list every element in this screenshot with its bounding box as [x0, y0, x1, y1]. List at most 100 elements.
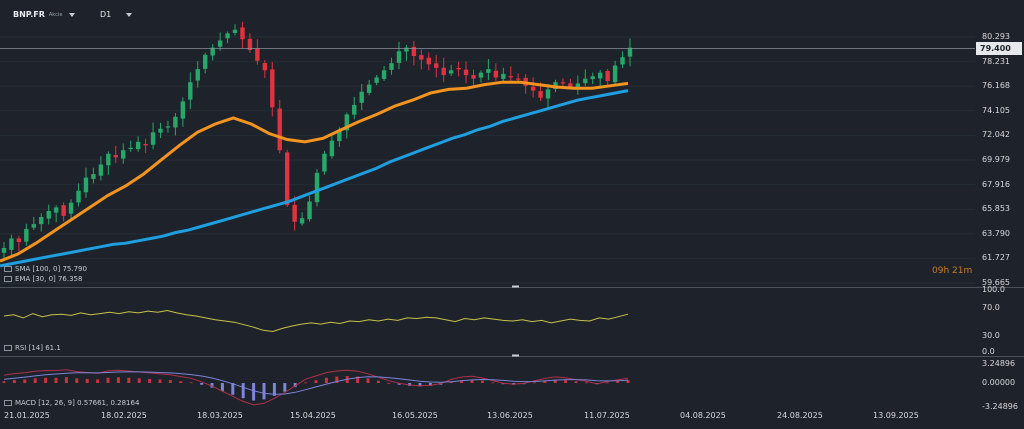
bullish-candle: [404, 47, 409, 52]
settings-icon[interactable]: [4, 345, 12, 351]
bearish-candle: [270, 69, 275, 108]
macd-histogram-bar: [137, 378, 141, 383]
chevron-down-icon: [126, 12, 133, 17]
macd-legend[interactable]: MACD [12, 26, 9] 0.57661, 0.28164: [4, 399, 139, 407]
price-tick-label: 59.665: [982, 278, 1010, 287]
bearish-candle: [441, 67, 446, 76]
price-tick-label: 72.042: [982, 130, 1010, 140]
bullish-candle: [76, 190, 81, 203]
macd-histogram-bar: [283, 383, 287, 392]
macd-histogram-bar: [116, 377, 120, 383]
macd-histogram-bar: [168, 380, 172, 383]
bullish-candle: [374, 77, 379, 83]
bullish-candle: [322, 153, 327, 172]
macd-histogram-bar: [366, 378, 370, 383]
bullish-candle: [83, 177, 89, 193]
ema-line: [0, 80, 629, 263]
rsi-legend[interactable]: RSI [14] 61.1: [4, 344, 61, 352]
bullish-candle: [352, 104, 357, 115]
settings-icon[interactable]: [4, 400, 12, 406]
macd-histogram-bar: [200, 383, 204, 385]
date-tick-label: 18.03.2025: [197, 411, 243, 420]
bullish-candle: [98, 164, 104, 176]
macd-histogram-bar: [626, 380, 630, 383]
bearish-candle: [16, 238, 22, 243]
macd-histogram-bar: [428, 383, 432, 386]
macd-histogram-bar: [532, 382, 536, 384]
rsi-tick-label: 30.0: [982, 331, 1000, 340]
macd-histogram-bar: [418, 383, 422, 387]
bearish-candle: [508, 76, 513, 78]
bar-countdown: 09h 21m: [932, 266, 972, 276]
timeframe-selector[interactable]: D1: [100, 10, 133, 19]
bullish-candle: [590, 76, 595, 80]
macd-tick-label: 3.24896: [982, 359, 1016, 368]
timeframe-value: D1: [100, 10, 112, 19]
macd-histogram-bar: [335, 376, 339, 383]
macd-histogram-bar: [127, 377, 131, 383]
bullish-candle: [158, 128, 163, 133]
price-gridlines: [0, 36, 975, 284]
current-price-tag: 79.400: [976, 42, 1022, 55]
macd-histogram-bar: [44, 377, 48, 383]
macd-histogram-bar: [553, 379, 557, 383]
rsi-legend-text: RSI [14] 61.1: [15, 344, 61, 352]
macd-panel-resize-handle[interactable]: [512, 354, 519, 357]
settings-icon[interactable]: [4, 266, 12, 272]
macd-tick-label: 0.00000: [982, 378, 1016, 387]
bearish-candle: [240, 27, 245, 40]
macd-histogram-bar: [605, 382, 609, 384]
price-tick-label: 61.727: [982, 253, 1010, 263]
macd-histogram-bar: [491, 382, 495, 384]
bullish-candle: [299, 218, 305, 224]
bullish-candle: [627, 47, 633, 57]
ema-legend[interactable]: EMA [30, 0] 76.358: [4, 275, 82, 283]
bearish-candle: [61, 205, 66, 216]
macd-histogram-bar: [304, 382, 308, 384]
macd-histogram-bar: [397, 383, 401, 385]
macd-histogram-bar: [2, 381, 6, 383]
bullish-candle: [68, 202, 74, 214]
bullish-candle: [478, 72, 484, 78]
rsi-line: [3, 309, 629, 333]
macd-histogram-bar: [106, 377, 110, 383]
bearish-candle: [434, 63, 439, 68]
macd-histogram-bar: [231, 383, 235, 395]
date-tick-label: 18.02.2025: [101, 411, 147, 420]
bearish-candle: [516, 78, 521, 80]
macd-histogram-bar: [75, 378, 79, 383]
macd-histogram-bar: [324, 377, 328, 383]
bearish-candle: [538, 91, 543, 98]
symbol-selector[interactable]: BNP.FR Akcie: [13, 10, 76, 19]
settings-icon[interactable]: [4, 276, 12, 282]
bearish-candle: [284, 152, 290, 206]
bullish-candle: [545, 89, 551, 99]
bearish-candle: [419, 55, 424, 60]
macd-tick-label: -3.24896: [982, 402, 1018, 411]
sma-legend[interactable]: SMA [100, 0] 75.790: [4, 265, 87, 273]
rsi-panel-resize-handle[interactable]: [512, 285, 519, 288]
macd-histogram-bar: [158, 379, 162, 383]
date-tick-label: 13.09.2025: [873, 411, 919, 420]
bearish-candle: [262, 63, 268, 71]
bullish-candle: [344, 114, 350, 131]
bearish-candle: [568, 83, 573, 88]
bullish-candle: [203, 54, 208, 69]
bullish-candle: [121, 150, 126, 159]
bullish-candle: [448, 70, 454, 74]
bullish-candle: [9, 238, 14, 250]
macd-histogram-bar: [179, 381, 183, 383]
bearish-candle: [292, 204, 297, 222]
bullish-candle: [217, 40, 223, 47]
macd-histogram-bar: [210, 383, 214, 388]
macd-histogram: [2, 375, 630, 401]
macd-histogram-bar: [220, 383, 224, 392]
price-tick-label: 80.293: [982, 32, 1010, 41]
macd-histogram-bar: [241, 383, 245, 399]
macd-legend-text: MACD [12, 26, 9] 0.57661, 0.28164: [15, 399, 140, 407]
macd-histogram-bar: [376, 380, 380, 383]
date-tick-label: 04.08.2025: [680, 411, 726, 420]
bearish-candle: [493, 70, 499, 78]
bullish-candle: [180, 101, 186, 119]
bullish-candle: [359, 91, 364, 103]
